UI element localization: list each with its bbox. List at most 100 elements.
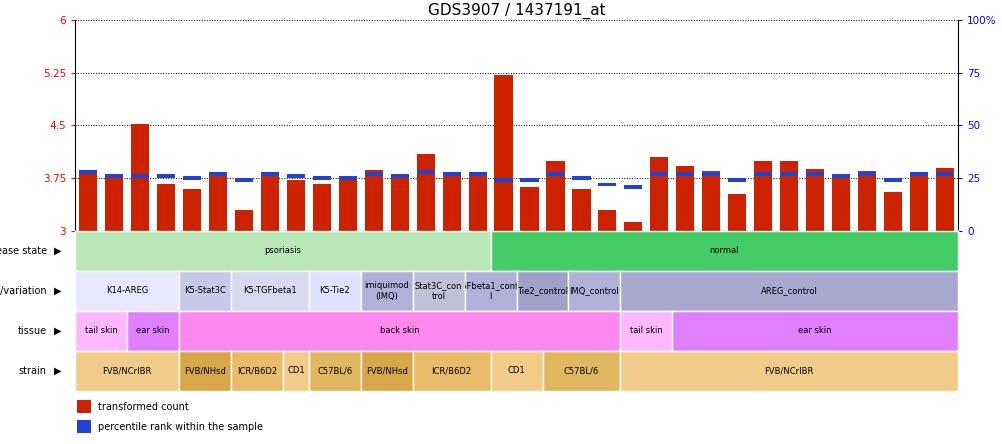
Bar [649, 172, 667, 176]
Text: ICR/B6D2: ICR/B6D2 [431, 366, 471, 375]
Bar [754, 172, 772, 176]
Text: psoriasis: psoriasis [265, 246, 302, 255]
Text: ear skin: ear skin [136, 326, 169, 335]
Bar [390, 174, 409, 231]
Bar [831, 174, 850, 231]
Text: K5-Stat3C: K5-Stat3C [184, 286, 225, 295]
Bar [675, 166, 693, 231]
Bar [208, 173, 226, 231]
Text: FVB/NHsd: FVB/NHsd [184, 366, 225, 375]
Text: ▶: ▶ [54, 366, 61, 376]
Bar [780, 172, 798, 176]
Bar [598, 182, 616, 186]
Bar [468, 172, 486, 176]
Bar [365, 170, 383, 231]
Bar [909, 173, 927, 231]
Text: TGFbeta1_contro
l: TGFbeta1_contro l [454, 281, 526, 301]
Text: strain: strain [19, 366, 47, 376]
Bar [182, 189, 201, 231]
Bar [234, 210, 253, 231]
Text: disease state: disease state [0, 246, 47, 256]
Bar [857, 171, 875, 231]
Bar [494, 75, 512, 231]
Bar [727, 194, 745, 231]
Bar [546, 161, 564, 231]
Text: IMQ_control: IMQ_control [569, 286, 619, 295]
Bar [598, 210, 616, 231]
Bar [806, 172, 824, 176]
Title: GDS3907 / 1437191_at: GDS3907 / 1437191_at [427, 2, 605, 19]
Text: FVB/NHsd: FVB/NHsd [366, 366, 407, 375]
Bar [780, 161, 798, 231]
Text: tail skin: tail skin [629, 326, 662, 335]
Text: K14-AREG: K14-AREG [106, 286, 148, 295]
Bar [520, 187, 538, 231]
Bar [79, 170, 97, 231]
Bar [701, 172, 719, 176]
Bar [287, 174, 305, 178]
Text: FVB/NCrIBR: FVB/NCrIBR [102, 366, 151, 375]
Bar [649, 157, 667, 231]
Bar [572, 176, 590, 180]
Text: back skin: back skin [380, 326, 419, 335]
Bar [806, 169, 824, 231]
Text: tail skin: tail skin [85, 326, 117, 335]
Bar [623, 222, 642, 231]
Bar [727, 178, 745, 182]
Bar [234, 178, 253, 182]
Bar [883, 178, 901, 182]
Bar [468, 173, 486, 231]
Bar [261, 173, 279, 231]
Text: Tie2_control: Tie2_control [516, 286, 567, 295]
Bar [416, 170, 434, 174]
Bar [77, 400, 91, 413]
Bar [131, 174, 149, 178]
Text: C57BL/6: C57BL/6 [563, 366, 598, 375]
Bar [131, 124, 149, 231]
Bar [157, 174, 175, 178]
Bar [520, 178, 538, 182]
Text: genotype/variation: genotype/variation [0, 286, 47, 296]
Text: normal: normal [708, 246, 738, 255]
Bar [701, 171, 719, 231]
Text: ▶: ▶ [54, 326, 61, 336]
Bar [313, 176, 331, 180]
Text: ICR/B6D2: ICR/B6D2 [236, 366, 277, 375]
Bar [416, 154, 434, 231]
Text: K5-Tie2: K5-Tie2 [320, 286, 350, 295]
Bar [623, 185, 642, 189]
Text: C57BL/6: C57BL/6 [317, 366, 352, 375]
Bar [287, 179, 305, 231]
Bar [182, 176, 201, 180]
Bar [442, 172, 460, 176]
Bar [754, 161, 772, 231]
Bar [208, 172, 226, 176]
Bar [79, 170, 97, 174]
Bar [546, 172, 564, 176]
Bar [365, 172, 383, 176]
Text: transformed count: transformed count [98, 402, 188, 412]
Bar [313, 185, 331, 231]
Text: FVB/NCrIBR: FVB/NCrIBR [764, 366, 813, 375]
Bar [157, 184, 175, 231]
Bar [339, 178, 357, 231]
Bar [77, 420, 91, 433]
Bar [105, 174, 123, 178]
Bar [339, 176, 357, 180]
Text: K5-TGFbeta1: K5-TGFbeta1 [242, 286, 297, 295]
Text: Stat3C_con
trol: Stat3C_con trol [415, 281, 462, 301]
Bar [883, 192, 901, 231]
Text: ear skin: ear skin [798, 326, 831, 335]
Bar [935, 168, 953, 231]
Text: percentile rank within the sample: percentile rank within the sample [98, 422, 263, 432]
Bar [494, 178, 512, 182]
Text: AREG_control: AREG_control [760, 286, 817, 295]
Text: CD1: CD1 [287, 366, 305, 375]
Bar [442, 173, 460, 231]
Text: imiquimod
(IMQ): imiquimod (IMQ) [364, 281, 409, 301]
Text: CD1: CD1 [507, 366, 525, 375]
Text: ▶: ▶ [54, 286, 61, 296]
Bar [675, 172, 693, 176]
Bar [261, 172, 279, 176]
Text: tissue: tissue [17, 326, 47, 336]
